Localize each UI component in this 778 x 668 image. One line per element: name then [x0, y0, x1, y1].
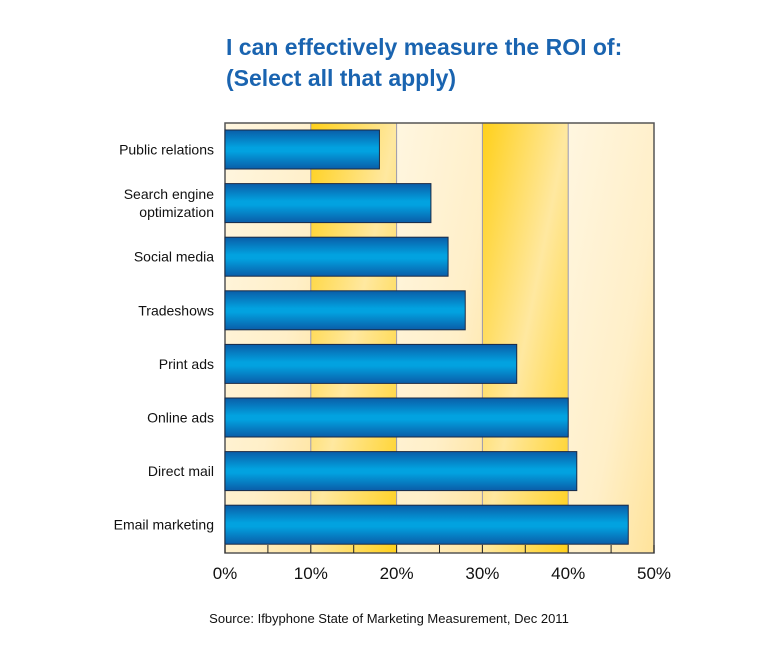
x-tick-label: 30% — [465, 564, 499, 583]
category-label: Public relations — [119, 142, 214, 158]
category-label: Print ads — [159, 356, 214, 372]
category-label: optimization — [139, 204, 214, 220]
source-note: Source: Ifbyphone State of Marketing Mea… — [209, 611, 569, 626]
bar — [224, 183, 432, 224]
bar — [224, 451, 578, 492]
category-label: Search engine — [124, 186, 215, 202]
bar — [224, 343, 518, 384]
background-band — [568, 123, 654, 553]
x-tick-label: 20% — [380, 564, 414, 583]
category-label: Social media — [134, 249, 214, 265]
x-tick-label: 10% — [294, 564, 328, 583]
category-label: Online ads — [147, 410, 214, 426]
bar — [224, 397, 569, 438]
category-label: Direct mail — [148, 463, 214, 479]
x-tick-label: 50% — [637, 564, 671, 583]
x-tick-label: 40% — [551, 564, 585, 583]
bar — [224, 290, 466, 331]
category-label: Tradeshows — [138, 302, 214, 318]
x-tick-label: 0% — [213, 564, 238, 583]
bar — [224, 236, 449, 277]
bar — [224, 129, 380, 170]
bar — [224, 504, 629, 545]
category-label: Email marketing — [114, 517, 214, 533]
chart-title: I can effectively measure the ROI of: (S… — [226, 32, 622, 94]
title-line: I can effectively measure the ROI of: — [226, 34, 623, 60]
subtitle-line: (Select all that apply) — [226, 65, 457, 91]
